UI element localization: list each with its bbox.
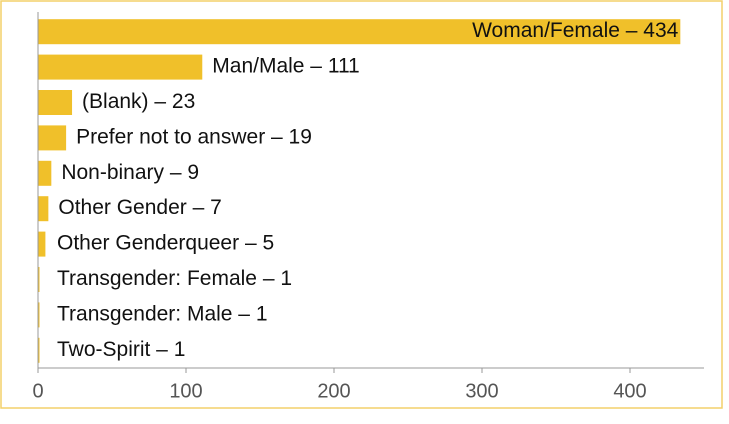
data-label: (Blank) – 23 [82, 90, 195, 113]
bar [38, 90, 73, 115]
bar [38, 54, 203, 80]
data-label: Two-Spirit – 1 [57, 338, 185, 361]
bar [38, 231, 46, 257]
x-tick-label: 300 [465, 380, 498, 402]
x-tick-label: 0 [32, 380, 43, 402]
x-tick-label: 400 [613, 380, 646, 402]
bar [38, 125, 67, 151]
data-label: Other Genderqueer – 5 [57, 232, 274, 255]
data-label: Woman/Female – 434 [472, 19, 679, 42]
bar [38, 19, 681, 45]
bar [38, 267, 40, 292]
x-tick-label: 100 [169, 380, 202, 402]
bar [38, 337, 40, 363]
data-label: Transgender: Male – 1 [57, 302, 268, 325]
data-label: Transgender: Female – 1 [57, 267, 292, 290]
bar [38, 160, 52, 186]
bar [38, 302, 40, 328]
x-tick-label: 200 [317, 380, 350, 402]
data-label: Non-binary – 9 [61, 161, 199, 184]
data-label: Man/Male – 111 [212, 55, 359, 78]
data-label: Other Gender – 7 [58, 196, 221, 219]
bar [38, 196, 49, 222]
data-label: Prefer not to answer – 19 [76, 125, 312, 148]
